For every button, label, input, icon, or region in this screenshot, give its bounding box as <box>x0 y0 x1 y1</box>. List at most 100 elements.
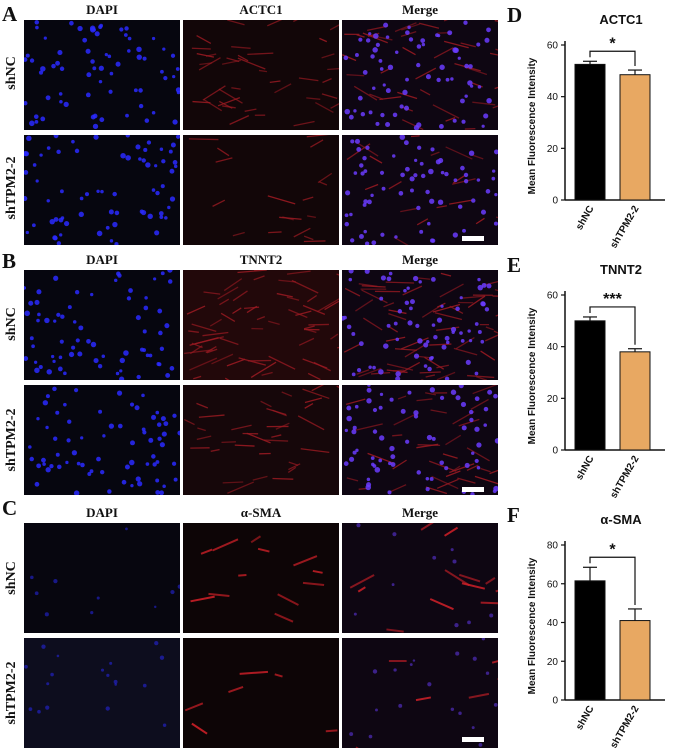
stain-fibre <box>393 236 409 245</box>
nucleus <box>368 734 373 739</box>
nucleus <box>404 105 410 111</box>
nucleus <box>97 364 103 369</box>
stain-fibre <box>480 467 491 473</box>
nucleus <box>170 142 176 148</box>
stain-fibre <box>429 598 454 611</box>
stain-fibre <box>269 80 281 84</box>
stain-fibre <box>358 367 382 378</box>
x-tick-label: shTPM2-2 <box>608 454 641 498</box>
nucleus <box>451 330 455 334</box>
nucleus <box>348 270 354 274</box>
nucleus <box>379 170 385 175</box>
stain-fibre <box>417 444 441 447</box>
stain-fibre <box>494 20 498 22</box>
stain-fibre <box>263 439 289 442</box>
nucleus <box>409 299 415 305</box>
stain-fibre <box>191 323 217 332</box>
nucleus <box>385 88 391 94</box>
nucleus <box>105 225 110 230</box>
nucleus <box>378 458 383 463</box>
nucleus <box>125 527 128 531</box>
nucleus <box>358 37 363 42</box>
nucleus <box>485 671 490 675</box>
nucleus <box>169 366 175 371</box>
stain-fibre <box>275 422 290 430</box>
col-head-c-merge: Merge <box>401 505 439 520</box>
x-tick-label: shNC <box>574 454 597 482</box>
stain-fibre <box>203 291 221 295</box>
y-tick-label: 40 <box>547 342 559 353</box>
nucleus <box>345 190 351 196</box>
nucleus <box>450 326 457 333</box>
nucleus <box>390 462 396 467</box>
nucleus <box>444 335 450 341</box>
stain-fibre <box>316 298 339 313</box>
stain-fibre <box>319 37 328 43</box>
nucleus <box>380 232 385 237</box>
nucleus <box>37 312 41 317</box>
nucleus <box>483 406 489 412</box>
stain-fibre <box>433 47 454 59</box>
stain-fibre <box>232 231 245 237</box>
nucleus <box>416 122 422 128</box>
stain-fibre <box>304 397 323 404</box>
nucleus <box>109 71 114 76</box>
nucleus <box>107 54 112 59</box>
stain-fibre <box>419 89 431 96</box>
stain-fibre <box>443 20 448 22</box>
stain-fibre <box>232 307 242 315</box>
nucleus <box>119 357 125 364</box>
stain-fibre <box>303 325 315 330</box>
nucleus <box>159 147 164 151</box>
nucleus <box>157 308 163 314</box>
micrograph-b-r2-c2 <box>183 385 339 495</box>
nucleus <box>155 478 160 483</box>
stain-fibre <box>388 180 402 190</box>
stain-fibre <box>388 309 407 315</box>
stain-fibre <box>229 115 250 125</box>
nucleus <box>427 221 431 226</box>
nucleus <box>463 20 468 25</box>
stain-fibre <box>489 469 498 475</box>
stain-fibre <box>306 135 330 138</box>
nucleus <box>24 664 28 669</box>
nucleus <box>160 69 164 74</box>
stain-fibre <box>321 93 338 100</box>
micrograph-c-r1-c3 <box>342 523 498 633</box>
nucleus <box>53 217 59 222</box>
stain-fibre <box>184 349 213 355</box>
stain-fibre <box>298 337 315 346</box>
nucleus <box>26 135 32 142</box>
nucleus <box>42 400 49 406</box>
stain-fibre <box>215 157 233 163</box>
nucleus <box>98 65 104 71</box>
stain-fibre <box>253 275 265 281</box>
stain-fibre <box>491 660 498 664</box>
nucleus <box>53 319 57 323</box>
nucleus <box>481 638 486 641</box>
nucleus <box>364 270 370 274</box>
nucleus <box>154 640 159 646</box>
stain-fibre <box>252 475 268 481</box>
nucleus <box>105 706 110 711</box>
nucleus <box>39 153 43 157</box>
stain-fibre <box>367 452 394 464</box>
stain-fibre <box>402 285 423 296</box>
nucleus <box>50 672 54 677</box>
stain-fibre <box>224 377 230 380</box>
nucleus <box>34 481 40 487</box>
nucleus <box>130 440 135 446</box>
nucleus <box>124 26 129 31</box>
nucleus <box>436 317 443 323</box>
nucleus <box>108 209 114 215</box>
col-head-c-asma: α-SMA <box>240 505 282 520</box>
nucleus <box>403 140 409 146</box>
y-tick-label: 80 <box>547 541 559 552</box>
nucleus <box>96 230 103 237</box>
nucleus <box>372 407 378 413</box>
stain-fibre <box>250 535 262 544</box>
nucleus <box>177 584 180 589</box>
nucleus <box>29 120 35 127</box>
stain-fibre <box>445 434 462 446</box>
nucleus <box>125 135 130 138</box>
